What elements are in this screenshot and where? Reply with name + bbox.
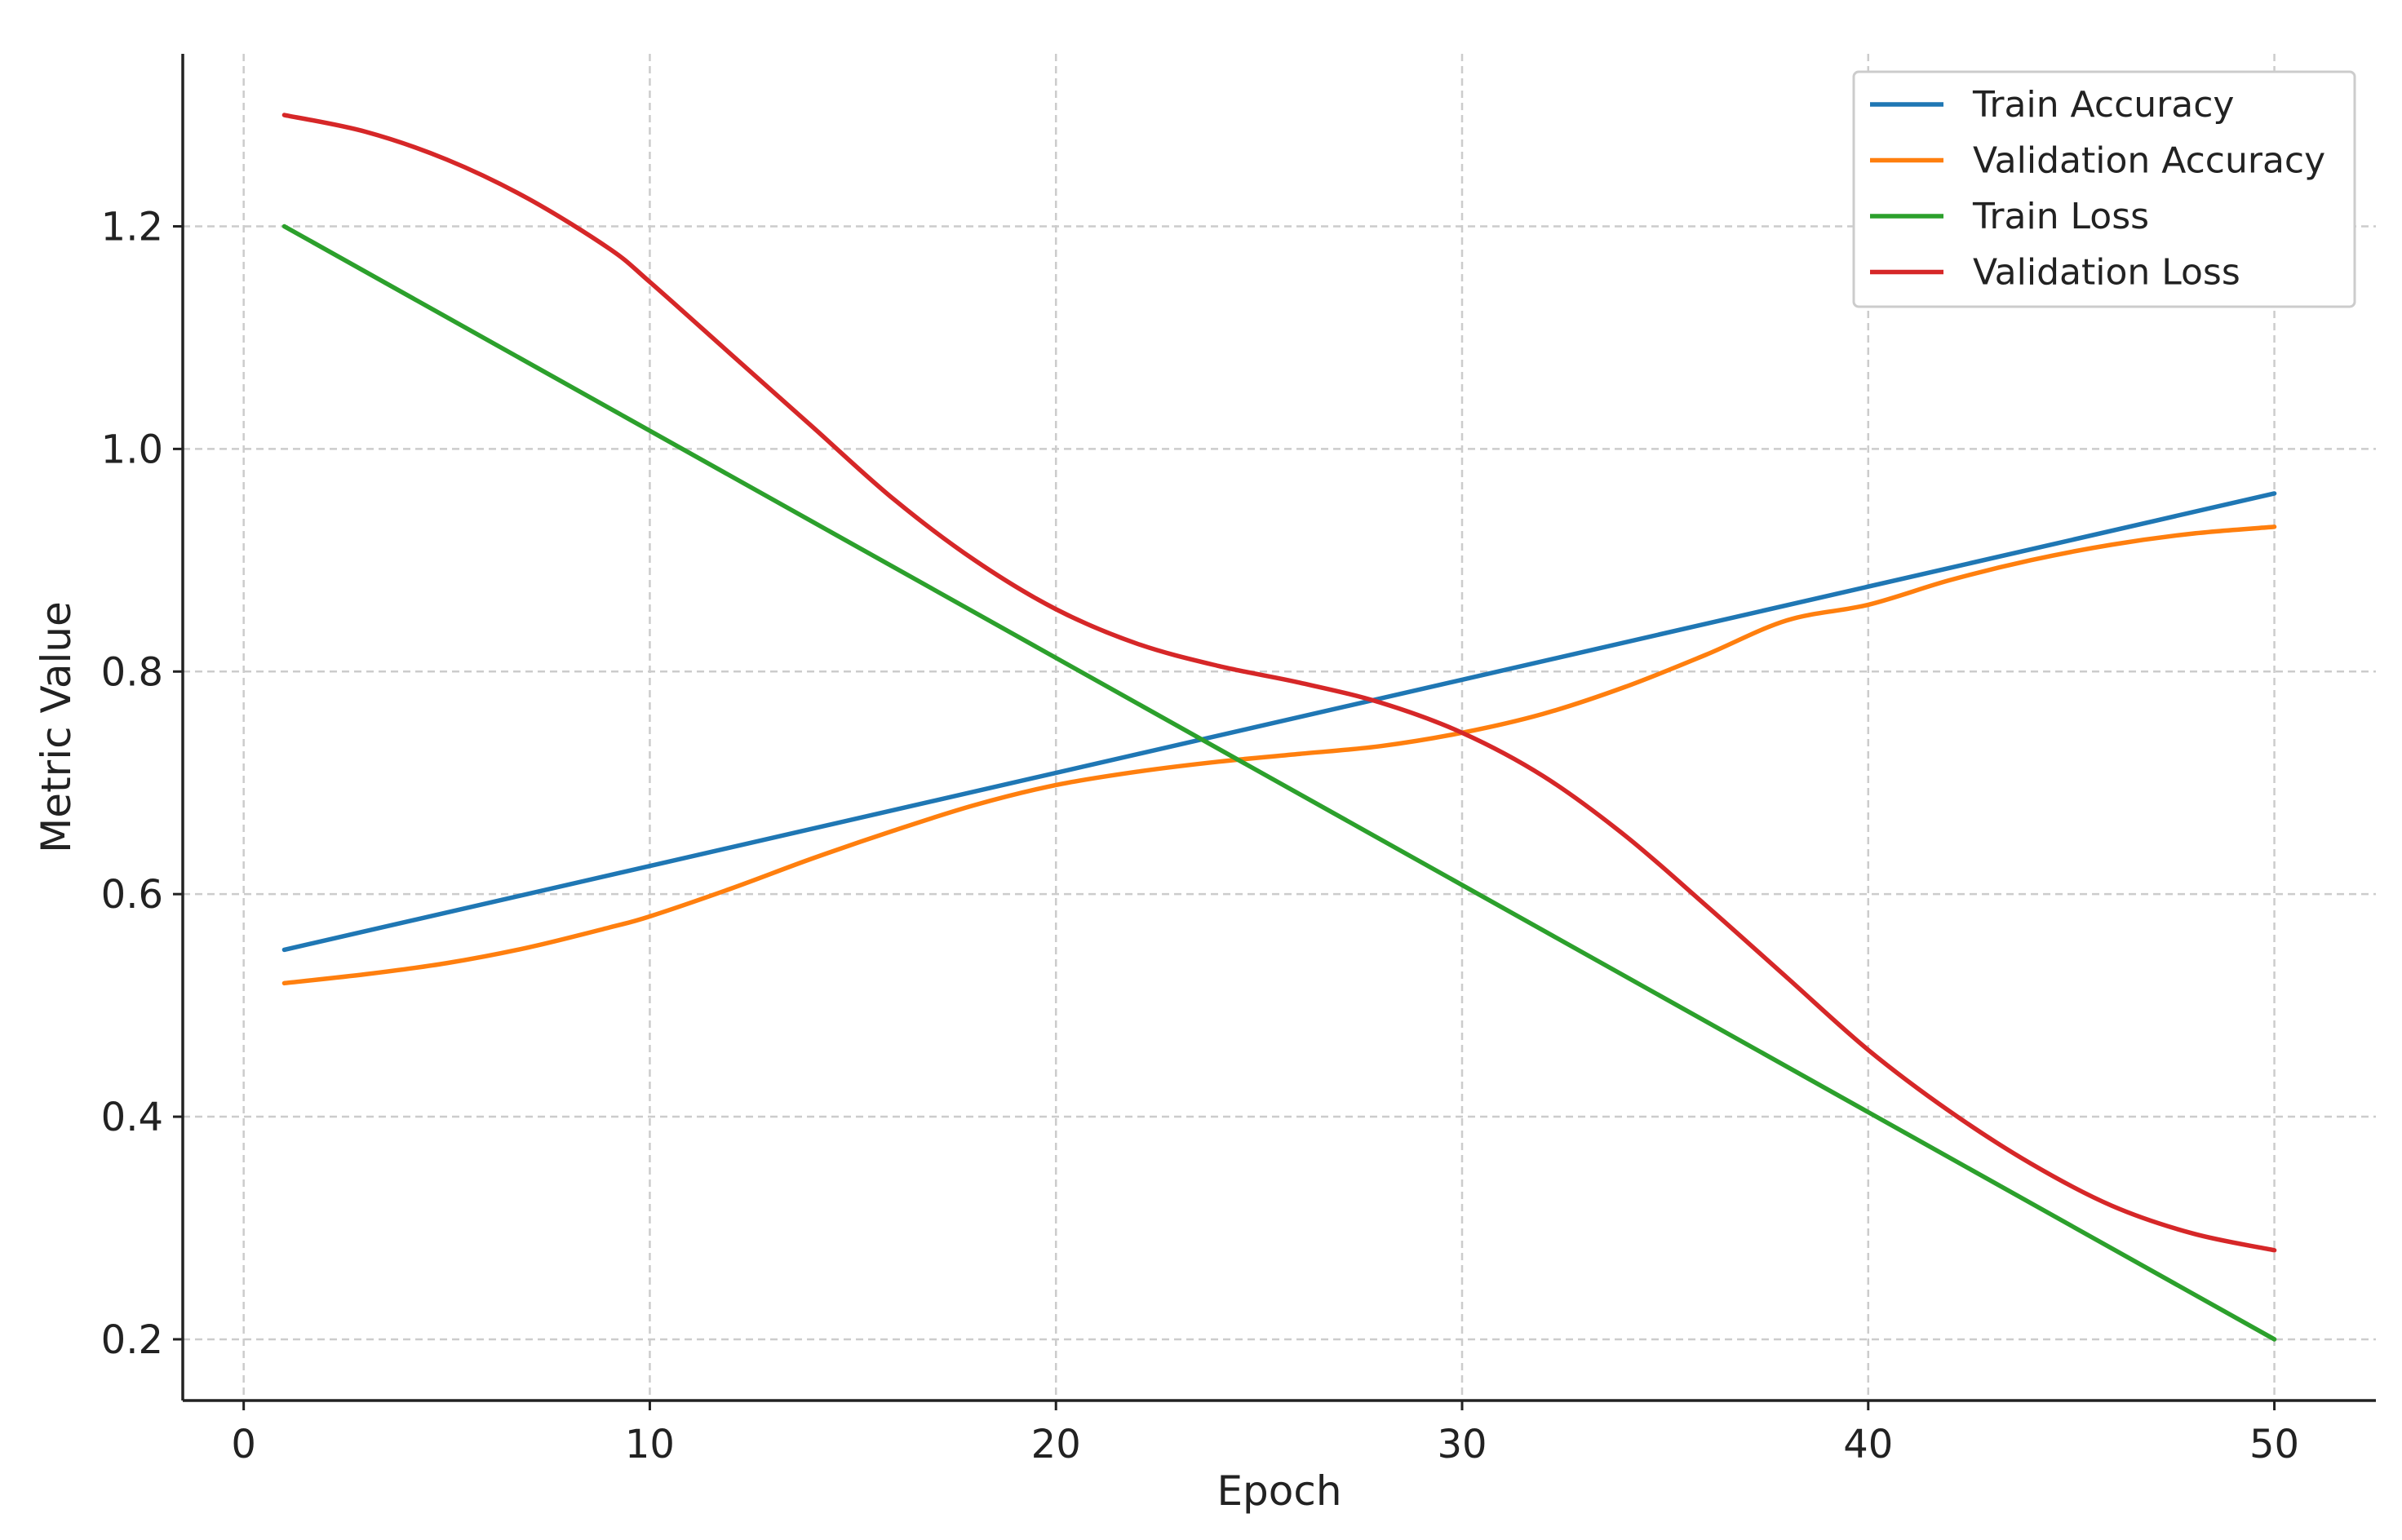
y-tick-label: 0.4	[101, 1095, 163, 1140]
y-tick-label: 0.2	[101, 1317, 163, 1363]
x-tick-label: 20	[1031, 1422, 1081, 1467]
legend-label-train-loss: Train Loss	[1972, 196, 2149, 237]
x-axis-label: Epoch	[1217, 1467, 1341, 1515]
x-tick-label: 30	[1437, 1422, 1487, 1467]
x-tick-label: 40	[1843, 1422, 1893, 1467]
x-tick-label: 10	[625, 1422, 675, 1467]
grid	[183, 54, 2376, 1401]
legend-label-validation-loss: Validation Loss	[1973, 252, 2240, 294]
x-tick-label: 50	[2249, 1422, 2299, 1467]
y-axis-ticks: 0.2 0.4 0.6 0.8 1.0 1.2	[101, 204, 183, 1363]
y-axis-label: Metric Value	[33, 601, 80, 853]
y-tick-label: 1.0	[101, 427, 163, 472]
y-tick-label: 0.6	[101, 872, 163, 918]
legend-label-validation-accuracy: Validation Accuracy	[1973, 140, 2325, 182]
x-axis-ticks: 0 10 20 30 40 50	[231, 1401, 2299, 1467]
train-accuracy-line	[281, 491, 2277, 953]
train-loss-line	[281, 223, 2277, 1342]
validation-accuracy-line	[281, 524, 2277, 986]
legend: Train Accuracy Validation Accuracy Train L…	[1852, 70, 2356, 308]
validation-loss-line	[281, 113, 2277, 1253]
axes	[181, 54, 2376, 1402]
legend-box	[1852, 70, 2356, 308]
legend-label-train-accuracy: Train Accuracy	[1972, 84, 2234, 126]
x-tick-label: 0	[231, 1422, 256, 1467]
y-tick-label: 1.2	[101, 204, 163, 250]
series-lines	[281, 113, 2277, 1342]
y-tick-label: 0.8	[101, 649, 163, 695]
